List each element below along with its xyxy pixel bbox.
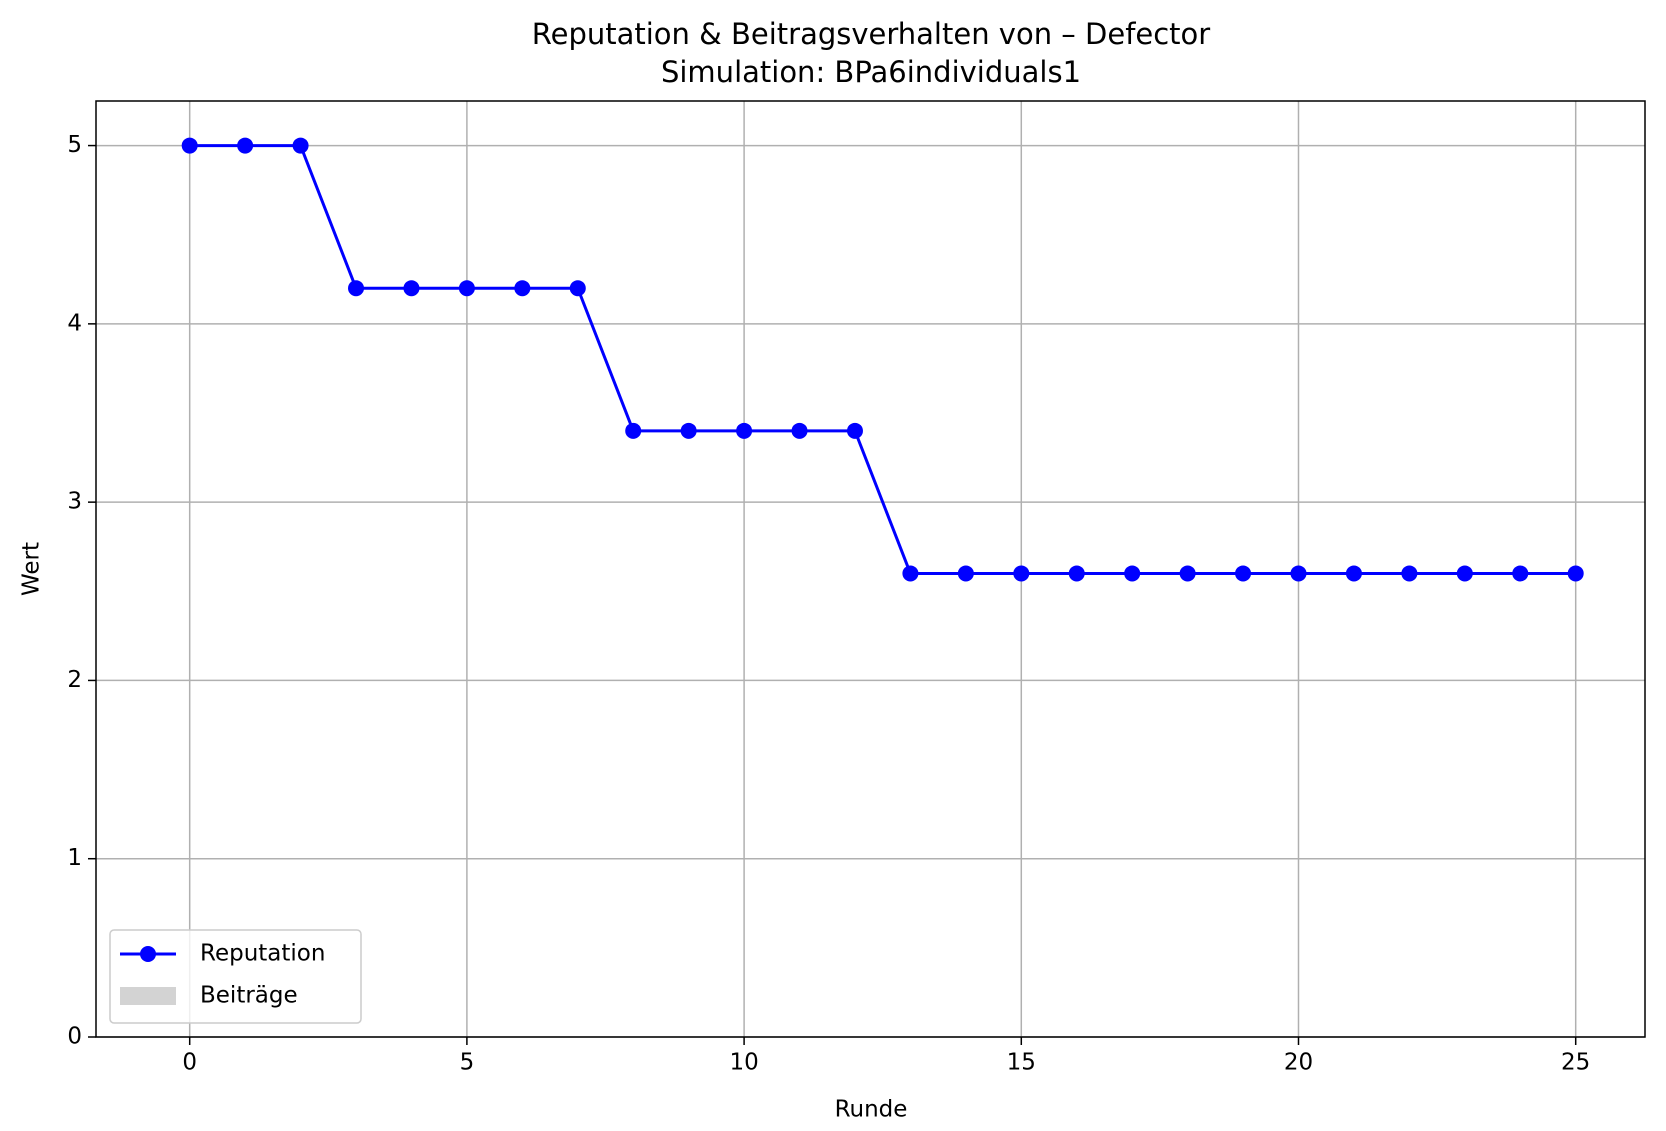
- legend-patch: [120, 987, 176, 1005]
- data-point: [1512, 565, 1529, 582]
- data-point: [902, 565, 919, 582]
- chart-subtitle: Simulation: BPa6individuals1: [661, 55, 1081, 89]
- data-point: [736, 422, 753, 439]
- data-point: [181, 137, 198, 154]
- legend-label: Beiträge: [200, 983, 298, 1009]
- data-point: [846, 422, 863, 439]
- x-axis-label: Runde: [835, 1097, 908, 1123]
- data-point: [625, 422, 642, 439]
- data-point: [1068, 565, 1085, 582]
- legend-label: Reputation: [200, 941, 325, 967]
- x-tick-label: 0: [182, 1050, 197, 1076]
- data-point: [1235, 565, 1252, 582]
- data-point: [1345, 565, 1362, 582]
- data-point: [791, 422, 808, 439]
- x-tick-label: 25: [1561, 1050, 1590, 1076]
- y-axis-label: Wert: [19, 542, 45, 596]
- y-tick-label: 0: [67, 1024, 82, 1050]
- x-tick-label: 5: [460, 1050, 475, 1076]
- data-point: [1567, 565, 1584, 582]
- chart-title: Reputation & Beitragsverhalten von – Def…: [532, 17, 1211, 51]
- data-point: [680, 422, 697, 439]
- data-point: [403, 280, 420, 297]
- x-tick-label: 20: [1284, 1050, 1313, 1076]
- data-point: [1290, 565, 1307, 582]
- data-point: [1456, 565, 1473, 582]
- y-tick-label: 3: [67, 489, 82, 515]
- y-tick-label: 2: [67, 667, 82, 693]
- data-point: [1124, 565, 1141, 582]
- y-tick-label: 4: [67, 310, 82, 336]
- series-line: [189, 144, 1576, 575]
- data-point: [1179, 565, 1196, 582]
- data-point: [348, 280, 365, 297]
- y-tick-label: 5: [67, 132, 82, 158]
- data-point: [237, 137, 254, 154]
- data-point: [514, 280, 531, 297]
- x-tick-label: 10: [729, 1050, 758, 1076]
- data-point: [458, 280, 475, 297]
- x-tick-label: 15: [1007, 1050, 1036, 1076]
- plot-frame: [95, 100, 1646, 1038]
- legend-marker: [140, 946, 156, 962]
- data-point: [569, 280, 586, 297]
- data-point: [1013, 565, 1030, 582]
- y-tick-label: 1: [67, 845, 82, 871]
- data-point: [292, 137, 309, 154]
- data-point: [957, 565, 974, 582]
- data-point: [1401, 565, 1418, 582]
